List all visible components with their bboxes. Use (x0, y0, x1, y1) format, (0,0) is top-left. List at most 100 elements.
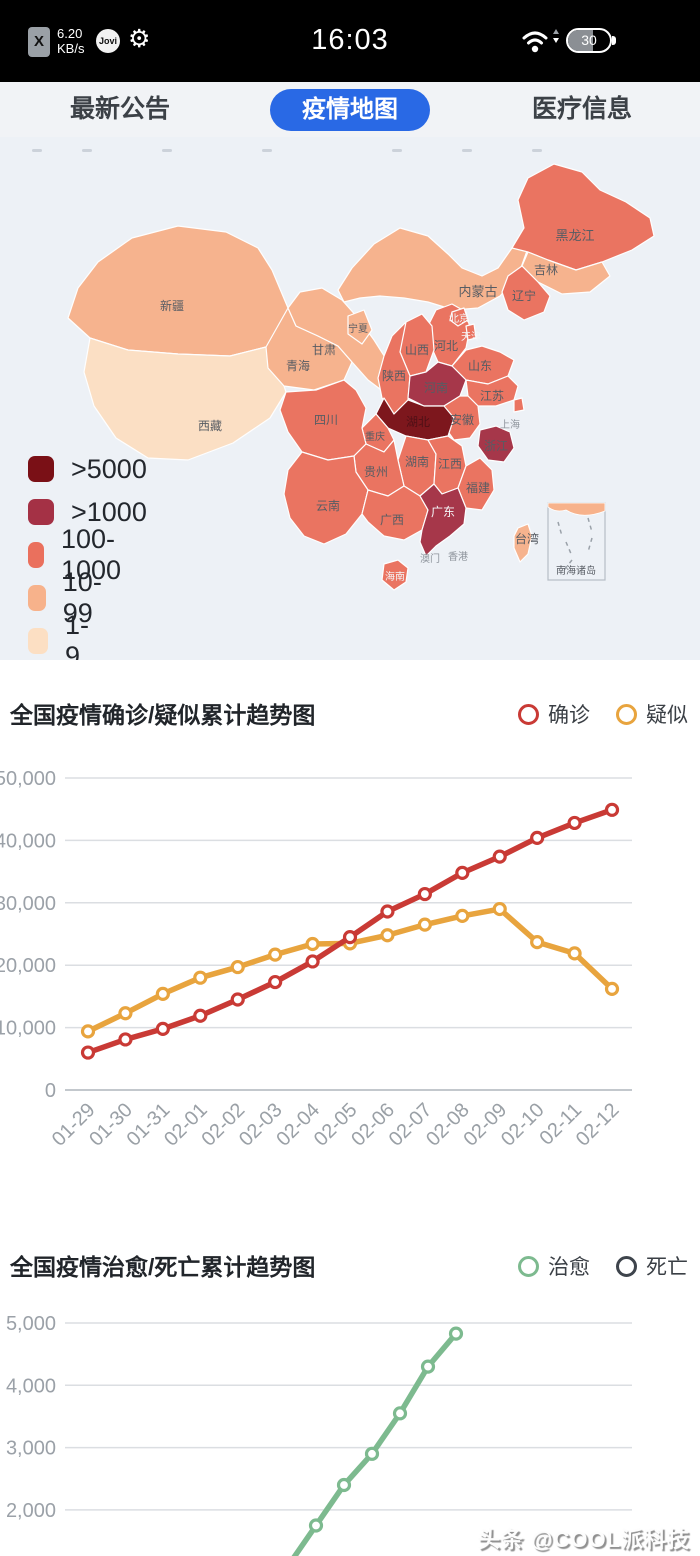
legend-item: 1-9 (28, 610, 95, 671)
legend-swatch (28, 499, 54, 525)
svg-text:30,000: 30,000 (0, 893, 56, 915)
province-xinjiang[interactable] (67, 225, 292, 357)
label-jilin: 吉林 (534, 263, 558, 277)
legend-label: 10-99 (62, 567, 102, 628)
label-liaoning: 辽宁 (512, 288, 536, 303)
svg-text:2,000: 2,000 (6, 1500, 56, 1522)
legend-item: 10-99 (28, 567, 110, 628)
battery-icon: 30 (566, 28, 616, 53)
legend-item-suspected[interactable]: 疑似 (616, 699, 688, 729)
province-ningxia[interactable] (347, 309, 373, 345)
province-shanghai[interactable] (513, 397, 525, 413)
legend-swatch (28, 628, 48, 654)
svg-text:4,000: 4,000 (6, 1375, 56, 1397)
label-shaanxi: 陕西 (382, 368, 406, 383)
svg-text:40,000: 40,000 (0, 830, 56, 852)
label-guangxi: 广西 (380, 513, 404, 527)
legend-label: 死亡 (646, 1256, 688, 1279)
label-jiangxi: 江西 (438, 457, 462, 471)
label-shanghai: 上海 (500, 418, 520, 431)
cropped-text-remnant (82, 149, 92, 152)
legend-swatch (28, 456, 54, 482)
confirmed-chart-title: 全国疫情确诊/疑似累计趋势图 (10, 702, 316, 728)
network-speed-unit: KB/s (57, 41, 85, 56)
tab-epidemic-map[interactable]: 疫情地图 (270, 89, 430, 131)
watermark: 头条 @COOL派科技 (477, 1527, 690, 1552)
legend-item-confirmed[interactable]: 确诊 (518, 699, 590, 729)
label-anhui: 安徽 (450, 412, 474, 427)
label-heilongjiang: 黑龙江 (555, 228, 594, 243)
province-zhejiang[interactable] (477, 425, 515, 463)
confirmed-chart-legend: 确诊 疑似 (518, 699, 688, 729)
province-guangdong[interactable] (419, 483, 467, 557)
confirmed-suspected-trend-chart: 010,00020,00030,00040,00050,00001-2901-3… (0, 768, 632, 1151)
province-yunnan[interactable] (283, 451, 369, 545)
province-taiwan[interactable] (513, 523, 533, 563)
cured-chart-legend: 治愈 死亡 (518, 1251, 688, 1281)
cured-chart-title: 全国疫情治愈/死亡累计趋势图 (10, 1254, 316, 1280)
cropped-text-remnant (32, 149, 42, 152)
confirmed-ring-icon (518, 703, 539, 725)
svg-text:10,000: 10,000 (0, 1018, 56, 1040)
network-speed: 6.20 KB/s (57, 26, 84, 56)
label-beijing: 北京 (449, 312, 469, 325)
svg-text:0: 0 (45, 1080, 56, 1102)
cured-chart-header: 全国疫情治愈/死亡累计趋势图 治愈 死亡 (0, 1248, 700, 1282)
legend-swatch (28, 585, 46, 611)
svg-text:20,000: 20,000 (0, 955, 56, 977)
south-china-sea-inset: 南海诸岛 (547, 502, 606, 581)
cropped-text-remnant (262, 149, 272, 152)
legend-item-death[interactable]: 死亡 (616, 1251, 688, 1281)
suspected-ring-icon (616, 703, 637, 725)
province-tianjin[interactable] (465, 323, 477, 341)
no-sim-icon: X (28, 27, 50, 57)
svg-text:5,000: 5,000 (6, 1313, 56, 1335)
death-ring-icon (616, 1255, 637, 1277)
label-hubei: 湖北 (406, 414, 430, 429)
cropped-text-remnant (162, 149, 172, 152)
cropped-text-remnant (392, 149, 402, 152)
charts-section: 全国疫情确诊/疑似累计趋势图 确诊 疑似 0 10,000 20,000 30,000… (0, 660, 700, 1556)
province-liaoning[interactable] (501, 265, 551, 321)
label-gansu: 甘肃 (312, 343, 336, 357)
tab-latest-announcements[interactable]: 最新公告 (69, 95, 170, 123)
legend-swatch (28, 542, 44, 568)
label-aomen: 澳门 (420, 552, 440, 565)
label-shandong: 山东 (468, 359, 492, 373)
tab-bar: 最新公告 疫情地图 医疗信息 (0, 82, 700, 137)
svg-text:50,000: 50,000 (0, 768, 56, 790)
wifi-icon (520, 26, 564, 61)
label-zhejiang: 浙江 (484, 439, 508, 453)
legend-item: >1000 (28, 497, 147, 527)
province-hainan[interactable] (381, 559, 409, 591)
battery-nub (612, 36, 616, 45)
inset-label: 南海诸岛 (556, 564, 596, 577)
status-bar: X 6.20 KB/s Jovi ⚙ 16:03 30 (0, 0, 700, 82)
legend-label: 100-1000 (60, 524, 122, 585)
label-yunnan: 云南 (316, 498, 340, 513)
status-clock: 16:03 (311, 24, 389, 56)
svg-text:3,000: 3,000 (6, 1438, 56, 1460)
province-xizang[interactable] (83, 337, 287, 461)
label-tianjin: 天津 (461, 331, 481, 343)
tab-medical-info[interactable]: 医疗信息 (531, 95, 632, 123)
legend-label: 疑似 (646, 704, 688, 727)
label-hainan: 海南 (385, 570, 405, 583)
label-xinjiang: 新疆 (160, 298, 184, 313)
label-jiangsu: 江苏 (480, 389, 504, 403)
label-taiwan: 台湾 (515, 531, 539, 546)
province-beijing[interactable] (449, 307, 469, 327)
label-hunan: 湖南 (405, 454, 429, 469)
province-henan[interactable] (407, 361, 467, 407)
legend-label: 确诊 (548, 704, 590, 727)
gear-icon: ⚙ (128, 25, 151, 53)
jovi-assistant-icon: Jovi (96, 29, 120, 53)
legend-item-cured[interactable]: 治愈 (518, 1251, 590, 1281)
label-fujian: 福建 (466, 480, 490, 495)
province-neimenggu[interactable] (337, 227, 529, 311)
label-chongqing: 重庆 (365, 430, 385, 443)
cured-ring-icon (518, 1255, 539, 1277)
legend-item: >5000 (28, 454, 147, 484)
svg-text:02-10: 02-10 (497, 1099, 549, 1151)
battery-fill (568, 30, 594, 51)
